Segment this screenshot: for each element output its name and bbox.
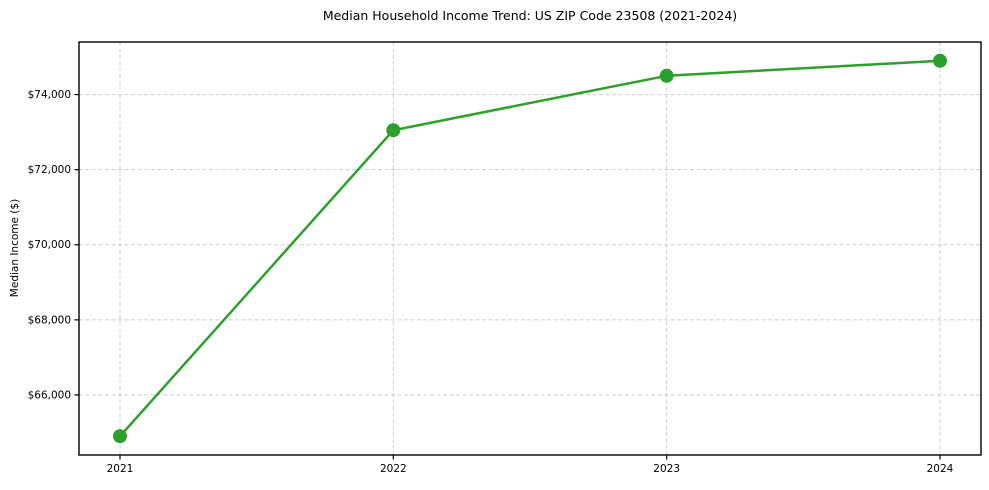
- x-tick-label: 2023: [653, 463, 680, 475]
- chart-title: Median Household Income Trend: US ZIP Co…: [322, 8, 738, 23]
- x-tick-label: 2021: [107, 463, 134, 475]
- y-tick-label: $66,000: [28, 389, 71, 401]
- y-tick-label: $70,000: [28, 239, 71, 251]
- x-tick-label: 2024: [927, 463, 954, 475]
- data-point-2024: [933, 53, 947, 68]
- data-point-2023: [659, 68, 674, 83]
- data-point-2021: [113, 429, 127, 444]
- plot-spines: [78, 41, 982, 456]
- y-tick-label: $68,000: [28, 314, 71, 326]
- y-tick-label: $74,000: [28, 89, 71, 101]
- y-tick-label: $72,000: [28, 164, 71, 176]
- x-tick-label: 2022: [380, 463, 407, 475]
- data-point-2022: [386, 123, 401, 138]
- trend-line: [118, 59, 942, 438]
